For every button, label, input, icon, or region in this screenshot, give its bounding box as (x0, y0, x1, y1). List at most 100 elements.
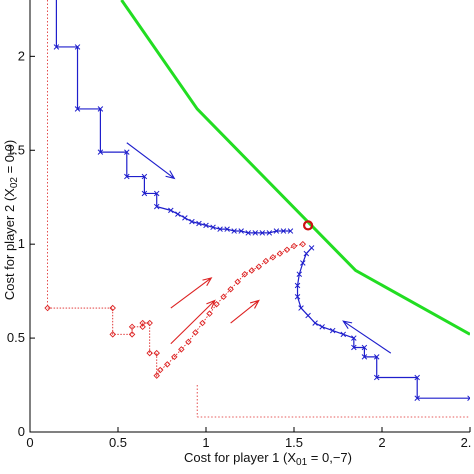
blue-x-marker (153, 190, 160, 197)
blue-x-marker (252, 230, 259, 236)
blue-x-marker (361, 354, 368, 360)
red-arrow-2 (170, 277, 213, 309)
x-tick-label: 2 (378, 435, 385, 450)
axes-frame (29, 0, 470, 433)
blue-x-marker (414, 395, 420, 401)
y-tick-label: 1.5 (7, 142, 25, 157)
red-diamond-marker (299, 240, 307, 248)
red-path-line (47, 243, 303, 378)
blue-x-marker (351, 335, 357, 341)
blue-x-marker (153, 203, 160, 210)
equilibrium-point (302, 220, 314, 231)
blue-x-marker (245, 230, 251, 236)
red-diamond-marker (227, 286, 234, 293)
blue-x-marker (373, 374, 380, 381)
x-tick-label: 1 (202, 435, 209, 450)
blue-x-marker (351, 344, 357, 351)
blue-x-marker (210, 224, 216, 231)
red-diamond-marker (290, 242, 298, 250)
blue-x-marker (238, 228, 244, 234)
blue-path-upper-line (55, 0, 291, 234)
blue-x-marker (124, 173, 130, 180)
blue-x-marker (259, 230, 266, 236)
blue-x-marker (467, 395, 470, 401)
x-axis-label: Cost for player 1 (X01 = 0,−7) (184, 450, 352, 468)
red-diamond-marker (185, 338, 192, 346)
paths-layer (44, 0, 470, 401)
y-axis-label: Cost for player 2 (X02 = 0,0) (2, 140, 20, 300)
blue-x-marker (294, 294, 301, 300)
blue-x-marker (53, 44, 60, 50)
blue-x-marker (300, 260, 306, 266)
y-tick-label: 0 (18, 424, 25, 439)
red-diamond-marker (248, 267, 255, 274)
red-diamond-marker (164, 361, 171, 368)
dotted-guides (47, 0, 470, 418)
blue-x-marker (182, 215, 188, 221)
red-diamond-marker (153, 349, 160, 357)
red-diamond-marker (206, 310, 213, 317)
frontier-line (120, 0, 470, 336)
red-arrow-4 (230, 299, 260, 324)
blue-x-marker (361, 344, 368, 351)
red-diamond-marker (262, 257, 270, 265)
red-diamond-marker (109, 304, 116, 312)
blue-x-marker (340, 331, 347, 338)
red-diamond-marker (192, 329, 199, 336)
blue-x-marker (74, 44, 81, 50)
blue-x-marker (266, 230, 273, 236)
red-diamond-marker (139, 323, 146, 331)
x-tick-label: 1.5 (285, 435, 303, 450)
blue-x-marker (308, 245, 315, 251)
blue-x-marker (168, 207, 174, 214)
blue-x-marker (273, 228, 280, 234)
red-diamond-marker (153, 372, 160, 379)
blue-x-marker (224, 226, 230, 232)
blue-x-marker (303, 250, 310, 257)
red-diamond-marker (255, 263, 263, 270)
red-diamond-marker (234, 278, 241, 285)
red-diamond-marker (128, 323, 136, 331)
y-tick-label: 2 (18, 48, 25, 63)
red-diamond-marker (44, 304, 51, 312)
blue-x-marker (196, 220, 202, 227)
blue-x-marker (124, 149, 130, 155)
blue-x-marker (175, 211, 181, 217)
red-diamond-marker (109, 331, 116, 338)
blue-x-marker (373, 354, 380, 360)
blue-x-marker (294, 282, 301, 289)
blue-x-marker (287, 228, 294, 234)
blue-x-marker (141, 190, 148, 197)
blue-x-marker (141, 173, 148, 180)
red-diamond-marker (146, 319, 153, 327)
blue-path-lower-line (296, 247, 470, 399)
red-arrow-3 (170, 299, 216, 345)
red-diamond-marker (128, 331, 136, 338)
blue-x-marker (319, 324, 325, 330)
red-diamond-marker (220, 293, 227, 301)
x-tick-label: 2. (461, 435, 472, 450)
red-diamond-marker (139, 319, 146, 327)
red-diamond-marker (283, 246, 291, 254)
arrows-layer (126, 142, 392, 354)
red-diamond-marker (171, 353, 178, 361)
red-diamond-marker (199, 319, 206, 327)
y-tick-label: 0.5 (7, 330, 25, 345)
blue-x-marker (231, 228, 237, 234)
blue-x-marker (280, 228, 287, 234)
blue-x-marker (296, 271, 303, 277)
blue-x-marker (74, 106, 81, 112)
red-diamond-marker (241, 270, 248, 278)
blue-x-marker (97, 149, 104, 155)
frontier-layer (120, 0, 470, 336)
axes-layer: 0 0.5 1 1.5 2 2. 0 0.5 1 1.5 2 (7, 0, 472, 450)
blue-x-marker (203, 222, 209, 229)
blue-arrow-0 (126, 142, 176, 180)
red-diamond-marker (157, 366, 164, 374)
blue-x-marker (189, 218, 195, 225)
red-diamond-marker (213, 301, 220, 308)
red-diamond-marker (178, 346, 185, 353)
blue-arrow-1 (342, 320, 392, 354)
blue-x-marker (329, 327, 336, 334)
y-tick-label: 1 (18, 236, 25, 251)
